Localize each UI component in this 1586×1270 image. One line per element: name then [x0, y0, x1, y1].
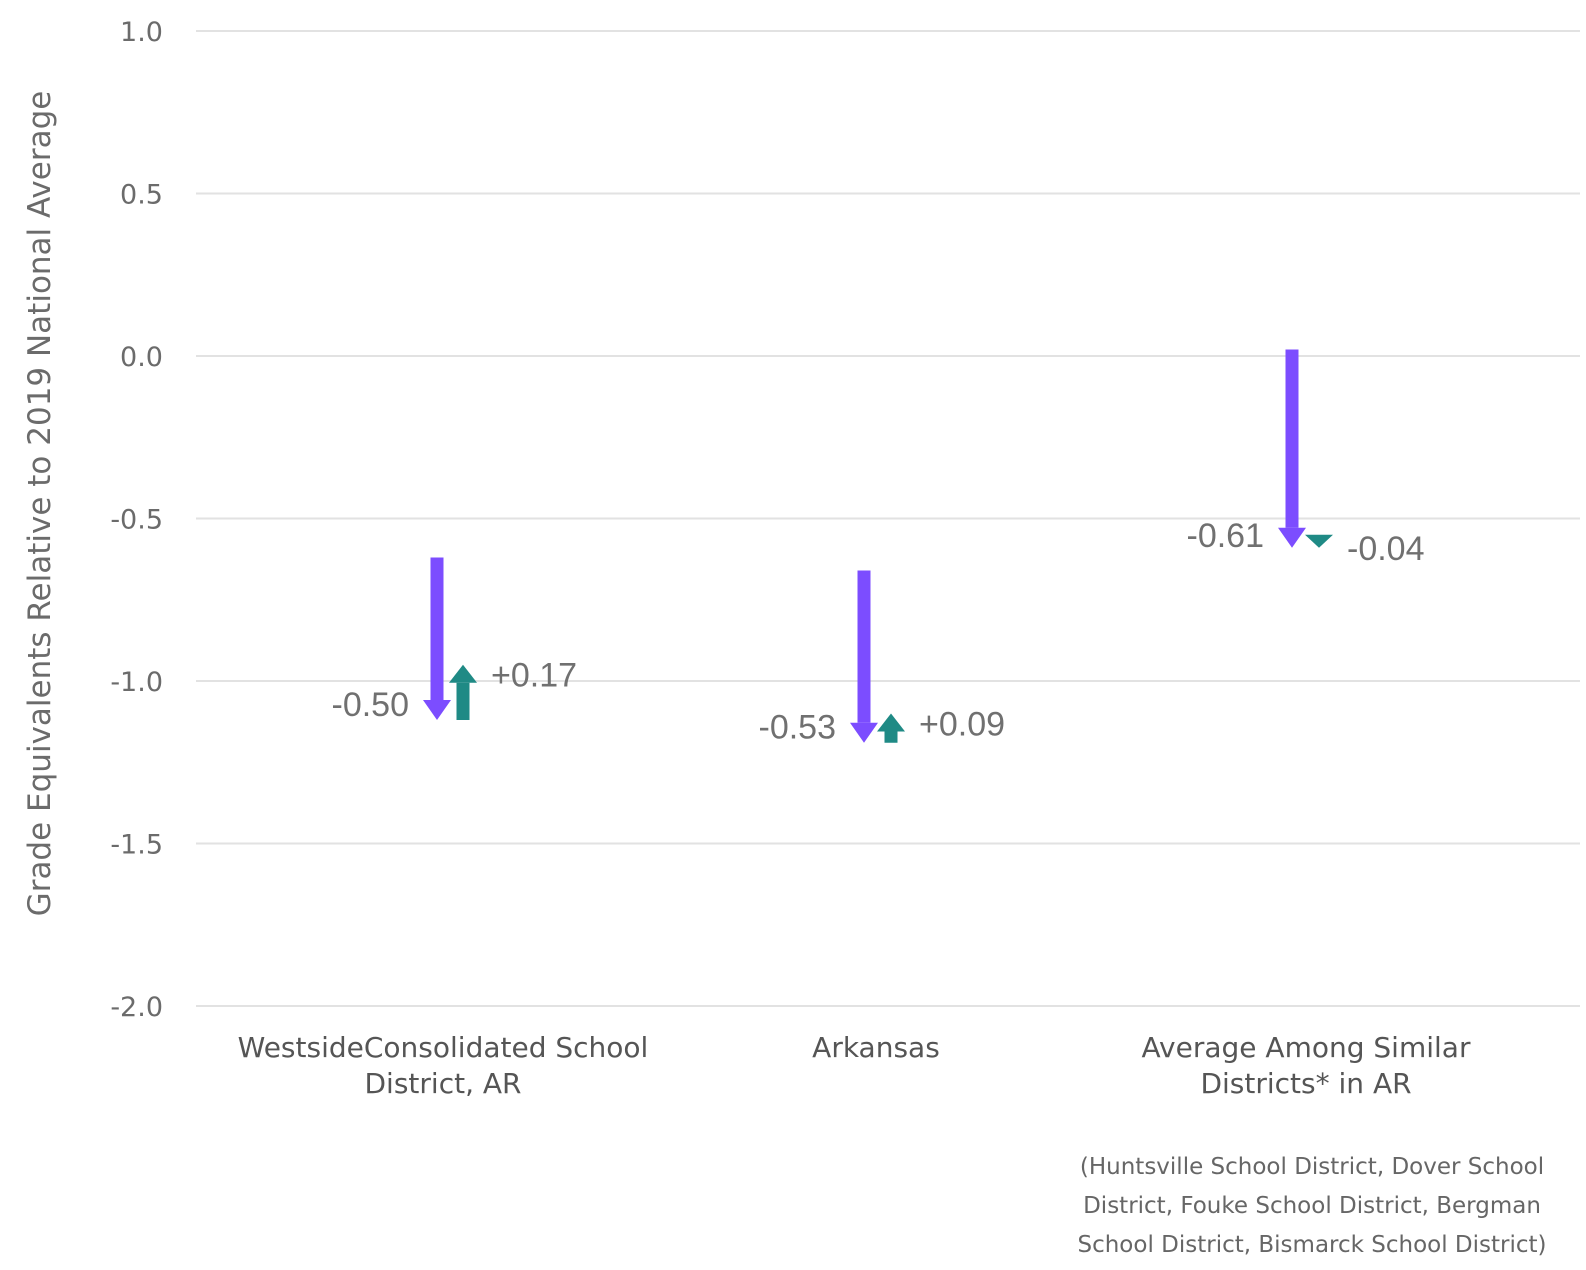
footnote: (Huntsville School District, Dover Schoo… — [1077, 1154, 1546, 1258]
arrow — [423, 557, 451, 720]
category-label: Arkansas — [812, 1031, 940, 1064]
arrow-shaft — [1285, 349, 1299, 528]
arrow — [1305, 534, 1333, 548]
footnote-line: District, Fouke School District, Bergman — [1083, 1193, 1541, 1219]
change-label: +0.09 — [919, 705, 1005, 743]
arrow — [850, 570, 878, 743]
y-tick-label: -1.0 — [110, 667, 163, 698]
arrow — [449, 664, 477, 720]
change-label: +0.17 — [491, 657, 577, 695]
decline-label: -0.61 — [1187, 517, 1265, 555]
category-label-line: Districts* in AR — [1200, 1067, 1411, 1100]
y-tick-label: -0.5 — [110, 505, 163, 536]
category-label: Average Among Similar Districts* in AR — [1142, 1031, 1471, 1100]
category-label-line: WestsideConsolidated School — [238, 1031, 649, 1064]
footnote-text: (Huntsville School District, Dover Schoo… — [1077, 1154, 1546, 1258]
arrows — [423, 349, 1333, 743]
arrow-shaft — [857, 570, 871, 723]
arrow-shaft — [456, 682, 470, 720]
arrow-head — [1278, 527, 1306, 548]
category-label-line: Arkansas — [812, 1031, 940, 1064]
y-tick-label: -1.5 — [110, 830, 163, 861]
y-axis-ticks: 1.0 0.5 0.0 -0.5 -1.0 -1.5 -2.0 — [110, 17, 163, 1023]
arrow — [877, 713, 905, 743]
arrow-shaft — [884, 731, 898, 743]
gridlines — [196, 30, 1580, 1007]
arrow-head — [850, 722, 878, 743]
category-labels: WestsideConsolidated School District, AR A… — [238, 1031, 1471, 1100]
category-label: WestsideConsolidated School District, AR — [238, 1031, 649, 1100]
y-tick-label: 0.5 — [120, 180, 163, 211]
change-label: -0.04 — [1347, 530, 1425, 568]
footnote-line: School District, Bismarck School Distric… — [1077, 1232, 1546, 1258]
y-tick-label: 0.0 — [120, 342, 163, 373]
arrow-head — [877, 713, 905, 732]
arrow-head — [423, 700, 451, 720]
arrow-shaft — [430, 557, 444, 700]
value-labels: -0.50 +0.17 -0.53 +0.09 -0.61 -0.04 — [332, 517, 1425, 747]
category-label-line: Average Among Similar — [1142, 1031, 1471, 1064]
y-tick-label: 1.0 — [120, 17, 163, 48]
footnote-line: (Huntsville School District, Dover Schoo… — [1080, 1154, 1544, 1180]
arrow-head — [449, 664, 477, 683]
y-tick-label: -2.0 — [110, 992, 163, 1023]
arrow — [1278, 349, 1306, 548]
y-axis-label: Grade Equivalents Relative to 2019 Natio… — [22, 91, 58, 917]
category-label-line: District, AR — [365, 1067, 522, 1100]
arrow-head — [1305, 534, 1333, 548]
decline-label: -0.50 — [332, 686, 410, 724]
decline-label: -0.53 — [759, 709, 837, 747]
